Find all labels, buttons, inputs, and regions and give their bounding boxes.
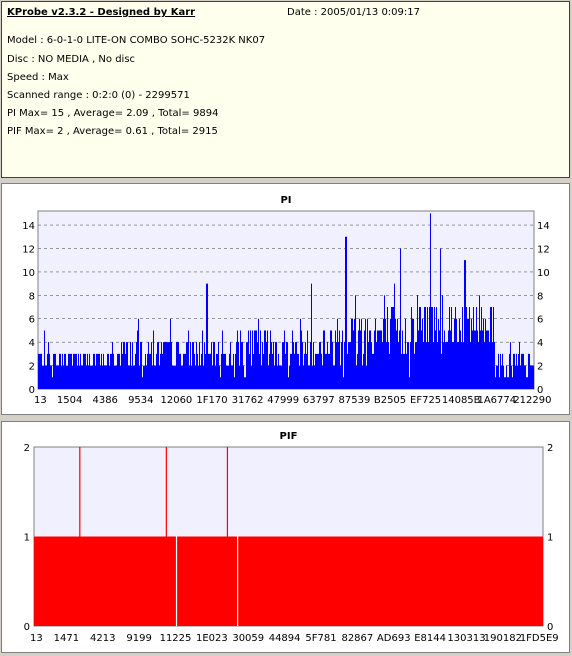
pif-bars — [34, 536, 543, 626]
pif-xtick: 190182 — [484, 633, 522, 644]
pif-ytick-left: 2 — [24, 443, 30, 454]
pi-xtick: 1F170 — [196, 395, 227, 406]
pi-xtick: B2505 — [374, 395, 406, 406]
pif-ytick-right: 2 — [547, 443, 553, 454]
pi-xtick: 12060 — [160, 395, 192, 406]
pi-xtick: 47999 — [267, 395, 299, 406]
pi-xtick: 212290 — [513, 395, 551, 406]
pif-chart-title: PIF — [280, 431, 298, 442]
pi-ytick-left: 6 — [29, 315, 35, 326]
pi-ytick-left: 12 — [22, 244, 35, 255]
pif-ytick-left: 0 — [24, 622, 30, 633]
pi-ytick-left: 14 — [22, 221, 35, 232]
model-line: Model : 6-0-1-0 LITE-ON COMBO SOHC-5232K… — [7, 35, 266, 46]
pi-bars — [38, 213, 534, 389]
pif-xtick: 1471 — [54, 633, 79, 644]
pif-xtick: 30059 — [232, 633, 264, 644]
pi-xtick: 87539 — [339, 395, 371, 406]
range-line: Scanned range : 0:2:0 (0) - 2299571 — [7, 90, 190, 101]
pif-xtick: 1FD5E9 — [520, 633, 559, 644]
pi-chart-title: PI — [280, 195, 291, 206]
pi-ytick-right: 4 — [537, 338, 543, 349]
speed-line: Speed : Max — [7, 72, 69, 83]
pif-ytick-left: 1 — [24, 533, 30, 544]
pi-xtick: 14085B — [442, 395, 481, 406]
pi-chart-panel: PI 0 0 2 2 4 4 6 6 8 8 10 10 12 12 14 14 13 1504 4386 9534 12… — [1, 183, 570, 415]
scan-date: Date : 2005/01/13 0:09:17 — [287, 7, 420, 18]
pi-ytick-right: 10 — [537, 268, 550, 279]
pif-xtick: 13 — [30, 633, 43, 644]
pif-ytick-right: 0 — [547, 622, 553, 633]
pif-xtick: 130313 — [447, 633, 485, 644]
pi-summary-line: PI Max= 15 , Average= 2.09 , Total= 9894 — [7, 108, 219, 119]
info-panel: KProbe v2.3.2 - Designed by Karr Date : … — [1, 1, 570, 178]
pif-xtick: AD693 — [377, 633, 411, 644]
pi-ytick-right: 12 — [537, 244, 550, 255]
pi-xtick: 1A6774 — [477, 395, 516, 406]
pi-chart: PI 0 0 2 2 4 4 6 6 8 8 10 10 12 12 14 14 13 1504 4386 9534 12… — [22, 195, 551, 406]
pi-ytick-right: 6 — [537, 315, 543, 326]
pi-xtick: EF725 — [410, 395, 441, 406]
pi-ytick-left: 4 — [29, 338, 35, 349]
pif-xtick: 4213 — [90, 633, 115, 644]
pi-ytick-right: 8 — [537, 291, 543, 302]
pif-xtick: 82867 — [341, 633, 373, 644]
pi-xtick: 1504 — [57, 395, 82, 406]
pif-chart: PIF 0 0 1 1 2 2 13 1471 4213 9199 11225 1E023 30059 44… — [24, 431, 559, 644]
pi-ytick-left: 0 — [29, 385, 35, 396]
pif-xtick: 44894 — [269, 633, 301, 644]
pi-xtick: 13 — [34, 395, 47, 406]
pif-xtick: 11225 — [160, 633, 192, 644]
pif-summary-line: PIF Max= 2 , Average= 0.61 , Total= 2915 — [7, 126, 218, 137]
pif-xtick: 9199 — [126, 633, 151, 644]
pi-ytick-left: 2 — [29, 362, 35, 373]
pif-xtick: 1E023 — [196, 633, 228, 644]
pi-xtick: 4386 — [92, 395, 117, 406]
pi-xtick: 31762 — [232, 395, 264, 406]
pi-ytick-right: 14 — [537, 221, 550, 232]
pi-ytick-right: 0 — [537, 385, 543, 396]
disc-line: Disc : NO MEDIA , No disc — [7, 54, 136, 65]
pif-chart-panel: PIF 0 0 1 1 2 2 13 1471 4213 9199 11225 1E023 30059 44… — [1, 421, 570, 653]
pi-xtick: 9534 — [128, 395, 153, 406]
pi-ytick-left: 10 — [22, 268, 35, 279]
app-title: KProbe v2.3.2 - Designed by Karr — [7, 7, 196, 18]
pif-xtick: 5F781 — [305, 633, 336, 644]
pif-xtick: E8144 — [414, 633, 446, 644]
pi-ytick-right: 2 — [537, 362, 543, 373]
pif-ytick-right: 1 — [547, 533, 553, 544]
pi-ytick-left: 8 — [29, 291, 35, 302]
pi-xtick: 63797 — [303, 395, 335, 406]
